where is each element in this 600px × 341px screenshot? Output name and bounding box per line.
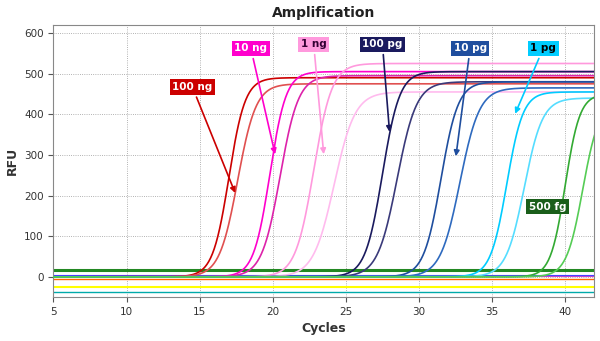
Text: 1 ng: 1 ng [301,39,326,152]
Y-axis label: RFU: RFU [5,147,19,175]
Title: Amplification: Amplification [272,5,376,19]
Text: 1 pg: 1 pg [515,43,556,112]
Text: 100 ng: 100 ng [172,82,235,191]
Text: 10 pg: 10 pg [454,43,487,154]
Text: 10 ng: 10 ng [235,43,276,152]
X-axis label: Cycles: Cycles [302,323,346,336]
Text: 100 pg: 100 pg [362,39,403,130]
Text: 500 fg: 500 fg [529,202,566,212]
